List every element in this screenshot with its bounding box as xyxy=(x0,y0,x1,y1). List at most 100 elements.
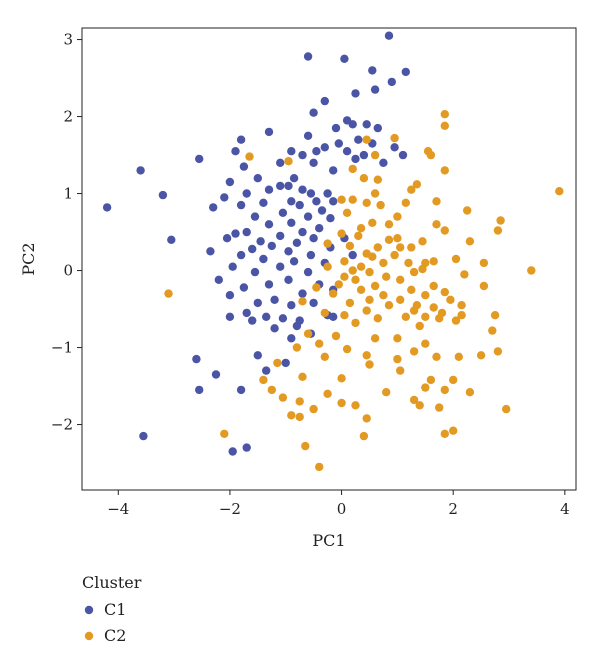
point-c2-142 xyxy=(295,412,304,422)
point-c2-128 xyxy=(323,389,332,398)
point-c1-69 xyxy=(222,234,232,243)
point-c2-29 xyxy=(432,220,441,229)
point-c2-77 xyxy=(421,291,430,300)
x-axis-label: PC1 xyxy=(312,531,345,550)
point-c2-24 xyxy=(342,208,352,217)
point-c1-35 xyxy=(239,162,249,171)
point-c1-63 xyxy=(287,218,296,227)
point-c1-91 xyxy=(214,275,223,284)
point-c2-39 xyxy=(323,239,332,248)
point-c2-107 xyxy=(421,339,430,348)
point-c1-5 xyxy=(387,77,396,87)
point-c2-118 xyxy=(273,358,282,368)
point-c2-85 xyxy=(457,301,466,310)
point-c1-48 xyxy=(220,193,229,202)
point-c1-51 xyxy=(287,197,296,206)
point-c2-98 xyxy=(351,318,360,328)
legend-label-c2: C2 xyxy=(104,626,126,645)
point-c1-38 xyxy=(253,174,262,183)
point-c1-62 xyxy=(326,214,335,223)
y-tick-label-4: 2 xyxy=(63,108,73,126)
point-c1-14 xyxy=(331,123,341,133)
point-c2-72 xyxy=(407,285,416,294)
point-c1-101 xyxy=(309,298,318,308)
point-c2-103 xyxy=(331,331,341,341)
x-tick-label-0: −4 xyxy=(107,500,129,518)
point-c1-4 xyxy=(401,67,410,77)
point-c1-121 xyxy=(195,385,204,395)
point-c2-75 xyxy=(329,289,338,298)
point-c2-137 xyxy=(351,401,360,410)
point-c1-28 xyxy=(342,147,352,156)
point-c2-82 xyxy=(345,298,355,308)
point-c1-80 xyxy=(206,247,215,256)
point-c1-55 xyxy=(295,200,304,210)
point-c1-115 xyxy=(253,351,262,360)
point-c2-64 xyxy=(351,275,360,284)
point-c1-17 xyxy=(303,131,313,140)
point-c1-111 xyxy=(292,321,302,331)
point-c2-41 xyxy=(373,243,382,252)
point-c2-93 xyxy=(421,312,430,321)
point-c2-114 xyxy=(393,354,402,364)
point-c1-78 xyxy=(248,244,257,254)
point-c1-74 xyxy=(256,237,265,246)
point-c2-19 xyxy=(337,195,346,204)
point-c1-60 xyxy=(303,212,313,221)
point-c1-9 xyxy=(309,108,318,117)
point-c2-35 xyxy=(393,234,402,243)
y-tick-label-2: 0 xyxy=(63,262,73,280)
point-c2-102 xyxy=(303,329,313,338)
point-c2-125 xyxy=(449,375,458,385)
point-c2-15 xyxy=(555,187,564,196)
legend-marker-c2 xyxy=(84,631,94,641)
point-c1-124 xyxy=(242,443,251,452)
legend-title: Cluster xyxy=(82,573,142,592)
point-c1-3 xyxy=(368,66,377,75)
point-c1-54 xyxy=(259,198,268,207)
point-c1-11 xyxy=(348,120,357,129)
point-c2-136 xyxy=(415,401,424,410)
point-c2-46 xyxy=(390,250,399,260)
point-c2-59 xyxy=(365,267,374,277)
point-c2-9 xyxy=(284,157,293,166)
point-c2-65 xyxy=(396,275,405,284)
point-c2-38 xyxy=(465,237,475,246)
point-c1-31 xyxy=(351,154,360,164)
point-c2-80 xyxy=(446,295,455,304)
point-c1-67 xyxy=(242,227,251,237)
point-c2-92 xyxy=(401,312,410,321)
point-c2-42 xyxy=(396,243,405,252)
point-c2-28 xyxy=(384,220,394,229)
point-c1-84 xyxy=(259,254,268,264)
point-c2-69 xyxy=(479,281,489,291)
point-c2-121 xyxy=(259,375,268,385)
x-tick-label-2: 0 xyxy=(337,500,347,518)
y-tick-label-3: 1 xyxy=(63,185,73,203)
point-c1-87 xyxy=(228,262,237,271)
point-c1-41 xyxy=(276,181,285,191)
point-c2-111 xyxy=(493,347,503,356)
point-c1-82 xyxy=(306,250,316,260)
point-c2-123 xyxy=(337,374,346,383)
point-c1-46 xyxy=(323,189,332,198)
point-c1-8 xyxy=(320,96,329,106)
point-c2-73 xyxy=(440,287,449,297)
point-c1-93 xyxy=(264,280,274,289)
point-c1-73 xyxy=(167,235,176,244)
point-c2-25 xyxy=(393,212,402,221)
point-c2-88 xyxy=(362,306,371,315)
point-c1-53 xyxy=(329,197,338,206)
point-c1-122 xyxy=(139,431,148,441)
point-c1-24 xyxy=(298,150,307,160)
point-c2-7 xyxy=(440,166,449,175)
point-c2-30 xyxy=(356,224,366,233)
point-c2-36 xyxy=(384,235,394,244)
point-c2-106 xyxy=(315,339,324,348)
point-c1-108 xyxy=(248,316,257,325)
point-c1-2 xyxy=(340,54,349,63)
point-c1-21 xyxy=(334,139,343,148)
point-c2-62 xyxy=(340,272,349,281)
point-c2-27 xyxy=(368,218,377,227)
